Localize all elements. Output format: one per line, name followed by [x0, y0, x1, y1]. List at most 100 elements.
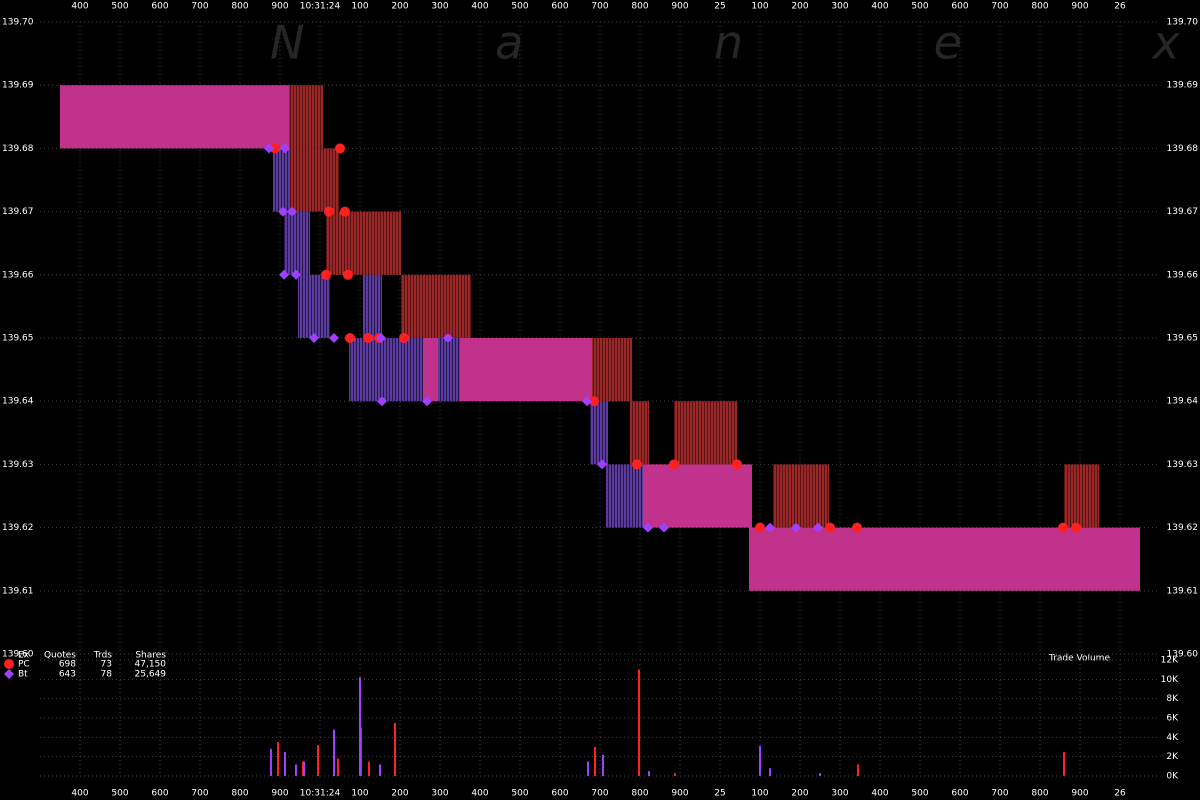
volume-bar — [594, 747, 596, 776]
volume-tick-label: 0K — [1166, 772, 1179, 782]
x-tick-label: 600 — [951, 789, 968, 799]
spread-box — [60, 85, 289, 149]
trade-point — [399, 333, 409, 343]
x-tick-label: 200 — [391, 789, 408, 799]
trade-point — [270, 143, 280, 154]
x-tick-label: 700 — [591, 789, 608, 799]
x-tick-label: 400 — [71, 2, 88, 12]
trade-point — [852, 522, 862, 533]
volume-bar — [317, 745, 319, 776]
x-tick-label: 700 — [191, 789, 208, 799]
volume-bar — [359, 677, 361, 776]
legend-name: Bt — [18, 670, 28, 680]
trade-point — [278, 206, 288, 217]
quote-box — [298, 274, 330, 338]
volume-tick-label: 8K — [1166, 694, 1179, 704]
quote-box — [363, 274, 382, 338]
trade-point — [643, 522, 653, 533]
x-tick-label: 700 — [991, 789, 1008, 799]
x-tick-label: 600 — [951, 2, 968, 12]
x-tick-label: 200 — [791, 789, 808, 799]
trade-point — [376, 333, 386, 343]
quote-box — [590, 401, 608, 465]
legend-name: PC — [18, 660, 30, 670]
x-tick-label: 25 — [714, 789, 725, 799]
volume-bar — [769, 768, 771, 776]
volume-tick-label: 6K — [1166, 714, 1179, 724]
quote-box — [326, 211, 401, 275]
x-tick-label: 300 — [831, 789, 848, 799]
x-tick-label: 400 — [471, 2, 488, 12]
quote-box — [273, 148, 289, 212]
quote-box — [773, 464, 829, 528]
x-tick-label: 200 — [391, 2, 408, 12]
volume-bar — [284, 751, 286, 776]
volume-bar — [337, 758, 339, 776]
y-tick-label: 139.63 — [2, 460, 34, 470]
x-tick-label: 300 — [831, 2, 848, 12]
quote-box — [592, 338, 632, 402]
volume-tick-label: 12K — [1161, 656, 1179, 666]
x-tick-label: 500 — [911, 2, 928, 12]
quote-box — [284, 211, 310, 275]
x-tick-label: 10:31:24 — [300, 789, 341, 799]
trade-point — [287, 206, 297, 217]
x-tick-label: 400 — [71, 789, 88, 799]
volume-bar — [602, 754, 604, 776]
quote-box — [674, 401, 737, 465]
x-tick-label: 400 — [871, 789, 888, 799]
trade-point — [589, 396, 599, 407]
spread-box — [643, 464, 752, 528]
legend-header: Trds — [93, 651, 112, 661]
legend-header: Ex — [18, 651, 30, 661]
trade-point — [345, 333, 355, 343]
trade-point — [377, 396, 387, 407]
legend-trades: 73 — [101, 660, 112, 670]
y-tick-label: 139.61 — [2, 586, 34, 596]
x-tick-label: 700 — [591, 2, 608, 12]
volume-bar — [368, 761, 370, 776]
trade-point — [1071, 522, 1081, 533]
trade-point — [264, 143, 274, 154]
y-tick-label: 139.61 — [1167, 586, 1199, 596]
x-tick-label: 500 — [511, 789, 528, 799]
x-tick-label: 700 — [991, 2, 1008, 12]
y-tick-label: 139.60 — [1167, 650, 1199, 660]
x-tick-label: 800 — [231, 789, 248, 799]
quote-box — [630, 401, 649, 465]
trade-point — [1058, 522, 1068, 533]
trade-point — [335, 143, 345, 154]
volume-bar — [759, 746, 761, 776]
trade-point — [280, 143, 290, 154]
legend-header: Shares — [135, 651, 166, 661]
spread-box — [749, 527, 1140, 591]
volume-bar — [333, 729, 335, 776]
y-tick-label: 139.62 — [2, 523, 34, 533]
y-tick-label: 139.64 — [1167, 397, 1199, 407]
x-tick-label: 500 — [111, 2, 128, 12]
x-tick-label: 100 — [351, 2, 368, 12]
y-tick-label: 139.62 — [1167, 523, 1199, 533]
y-tick-label: 139.65 — [1167, 334, 1199, 344]
quote-box — [349, 338, 423, 402]
trade-point — [291, 269, 301, 280]
trade-point — [597, 459, 607, 470]
x-tick-label: 800 — [1031, 2, 1048, 12]
quote-box — [438, 338, 460, 402]
y-tick-label: 139.70 — [1167, 18, 1199, 28]
x-tick-label: 800 — [631, 2, 648, 12]
trade-point — [363, 333, 373, 343]
trade-point — [659, 522, 669, 533]
y-tick-label: 139.66 — [2, 270, 34, 280]
volume-tick-label: 4K — [1166, 733, 1179, 743]
x-tick-label: 26 — [1114, 789, 1126, 799]
x-tick-label: 500 — [511, 2, 528, 12]
volume-bar — [587, 761, 589, 776]
x-tick-label: 900 — [271, 2, 288, 12]
x-tick-label: 500 — [911, 789, 928, 799]
x-tick-label: 26 — [1114, 2, 1126, 12]
volume-bar — [648, 771, 650, 776]
legend-shares: 25,649 — [135, 670, 167, 680]
y-tick-label: 139.65 — [2, 334, 34, 344]
trade-point — [669, 459, 679, 470]
